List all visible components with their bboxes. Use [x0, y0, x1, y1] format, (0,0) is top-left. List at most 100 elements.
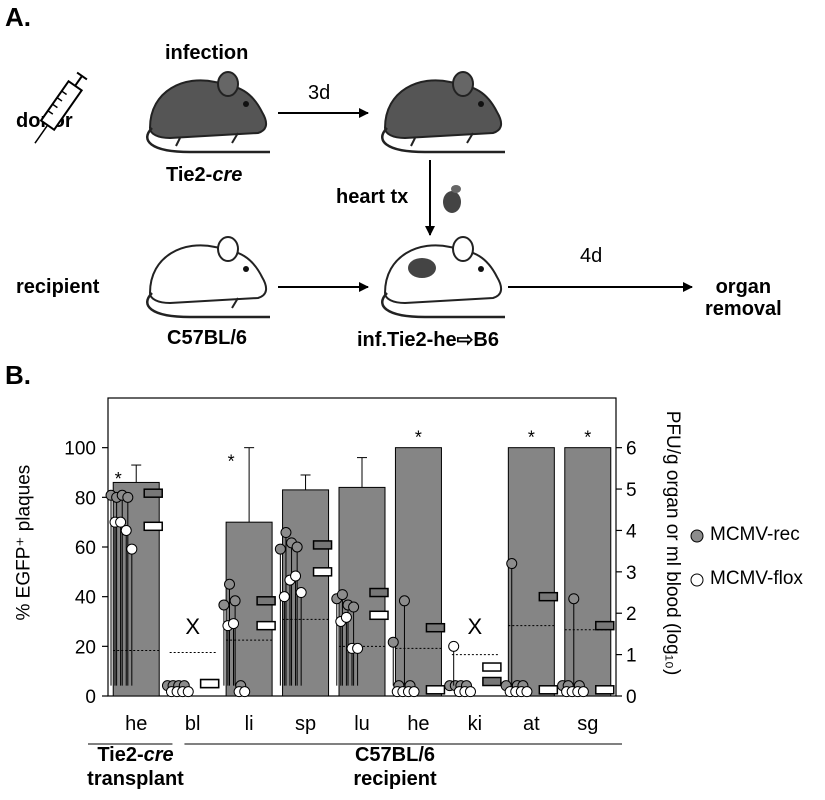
- rec-median: [369, 587, 389, 598]
- rec-point: [218, 599, 230, 611]
- flox-median: [256, 620, 276, 631]
- flox-point: [577, 686, 589, 698]
- rec-point: [291, 541, 303, 553]
- y-right-tick-label: 6: [626, 439, 637, 460]
- not-detected-marker: X: [185, 614, 200, 639]
- recipient-label: recipient: [16, 276, 100, 298]
- flox-point: [521, 686, 533, 698]
- rec-point: [506, 558, 518, 570]
- organ-removal-label: organ removal: [705, 276, 782, 320]
- rec-point: [274, 543, 286, 555]
- recipient-strain-label: C57BL/6: [167, 327, 248, 349]
- panel-a-label: A.: [5, 2, 31, 32]
- chimera-label: inf.Tie2-he⇨B6: [357, 329, 499, 351]
- flox-point: [340, 611, 352, 623]
- y-right-tick-label: 0: [626, 687, 637, 708]
- flox-point: [448, 640, 460, 652]
- infected-donor-mouse-icon: [381, 71, 505, 154]
- rec-point: [280, 527, 292, 539]
- rec-point: [348, 601, 360, 613]
- flox-median: [482, 662, 502, 672]
- y-right-tick-label: 5: [626, 480, 637, 501]
- flox-point: [115, 516, 127, 528]
- x-tick-label: at: [523, 713, 540, 735]
- significance-marker: *: [115, 469, 122, 489]
- y-right-tick-label: 3: [626, 563, 637, 584]
- flox-median: [143, 521, 163, 532]
- y-left-tick-label: 20: [75, 637, 96, 658]
- legend-label-rec: MCMV-rec: [710, 524, 800, 545]
- x-tick-label: sp: [295, 713, 316, 735]
- flox-median: [312, 567, 333, 577]
- x-tick-label: he: [125, 713, 147, 735]
- rec-median: [538, 591, 559, 602]
- legend-label-flox: MCMV-flox: [710, 568, 803, 589]
- flox-point: [278, 591, 290, 603]
- legend-rec-marker: [690, 529, 704, 543]
- x-tick-label: sg: [577, 713, 598, 735]
- y-left-tick-label: 60: [75, 538, 96, 559]
- y-right-tick-label: 2: [626, 604, 637, 625]
- x-tick-label: lu: [354, 713, 370, 735]
- flox-median: [595, 685, 615, 695]
- flox-point: [408, 686, 420, 698]
- bar: [564, 447, 612, 697]
- significance-marker: *: [415, 428, 422, 448]
- x-tick-label: ki: [468, 713, 482, 735]
- flox-point: [120, 524, 132, 536]
- flox-point: [464, 686, 476, 698]
- flox-median: [369, 610, 389, 621]
- flox-point: [290, 570, 302, 582]
- significance-marker: *: [584, 428, 591, 448]
- x-tick-label: bl: [185, 713, 201, 735]
- y-right-tick-label: 1: [626, 646, 637, 667]
- y-left-tick-label: 80: [75, 488, 96, 509]
- donor-mouse-icon: [146, 71, 270, 154]
- rec-median: [595, 620, 615, 631]
- bar: [394, 447, 442, 697]
- bar: [507, 447, 555, 697]
- step-3d-label: 3d: [308, 82, 331, 104]
- donor-strain-label: Tie2-cre: [166, 164, 243, 186]
- flox-median: [425, 685, 446, 695]
- flox-point: [295, 587, 307, 599]
- transplanted-mouse-icon: [381, 236, 505, 319]
- rec-point: [387, 636, 399, 648]
- flox-median: [199, 678, 220, 689]
- flox-median: [538, 685, 559, 695]
- x-tick-label: li: [245, 713, 254, 735]
- flox-point: [352, 642, 364, 654]
- x-tick-label: he: [407, 713, 429, 735]
- rec-point: [229, 595, 241, 607]
- significance-marker: *: [528, 428, 535, 448]
- flox-point: [228, 618, 240, 630]
- flox-point: [126, 543, 138, 555]
- rec-point: [336, 589, 348, 601]
- rec-median: [425, 622, 446, 633]
- flox-point: [239, 686, 251, 698]
- rec-median: [256, 596, 276, 606]
- infection-label: infection: [165, 42, 249, 64]
- flox-point: [182, 686, 194, 698]
- y-left-tick-label: 0: [85, 687, 96, 708]
- y-left-tick-label: 100: [64, 439, 96, 460]
- step-4d-label: 4d: [580, 245, 603, 267]
- y-axis-label-left: % EGFP⁺ plaques: [13, 464, 35, 621]
- y-axis-label-right: PFU/g organ or ml blood (log₁₀): [662, 410, 683, 676]
- not-detected-marker: X: [468, 614, 483, 639]
- recipient-mouse-icon: [146, 236, 270, 319]
- rec-median: [143, 488, 163, 498]
- group2-label: C57BL/6 recipient: [353, 744, 437, 790]
- legend-flox-marker: [690, 573, 704, 587]
- rec-point: [122, 491, 134, 503]
- heart-transplant-label: heart tx: [336, 186, 409, 208]
- rec-median: [482, 676, 502, 687]
- rec-point: [568, 593, 580, 605]
- y-left-tick-label: 40: [75, 588, 96, 609]
- group1-label: Tie2-cre transplant: [87, 744, 184, 790]
- heart-icon: [443, 185, 461, 213]
- syringe-icon: [34, 71, 88, 144]
- rec-point: [224, 578, 236, 590]
